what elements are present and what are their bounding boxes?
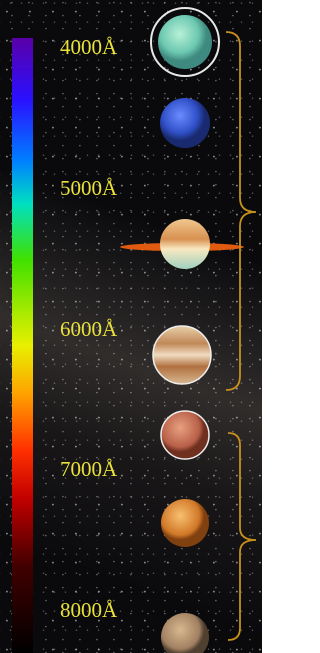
- venus: [161, 499, 209, 547]
- wavelength-label: 8000Å: [60, 598, 118, 622]
- uranus: [158, 15, 212, 69]
- mercury: [161, 613, 209, 653]
- scene: 4000Å 5000Å 6000Å 7000Å 8000Å: [0, 0, 262, 653]
- jupiter: [153, 326, 211, 384]
- neptune: [160, 98, 210, 148]
- wavelength-label: 7000Å: [60, 457, 118, 481]
- saturn: [160, 219, 210, 269]
- wavelength-label: 4000Å: [60, 35, 118, 59]
- wavelength-label: 5000Å: [60, 176, 118, 200]
- mars: [161, 411, 209, 459]
- group-brace: [226, 32, 256, 390]
- diagram: 4000Å 5000Å 6000Å 7000Å 8000Å: [0, 0, 262, 653]
- spectrum-bar: [12, 38, 33, 653]
- group-brace: [228, 433, 256, 640]
- wavelength-label: 6000Å: [60, 317, 118, 341]
